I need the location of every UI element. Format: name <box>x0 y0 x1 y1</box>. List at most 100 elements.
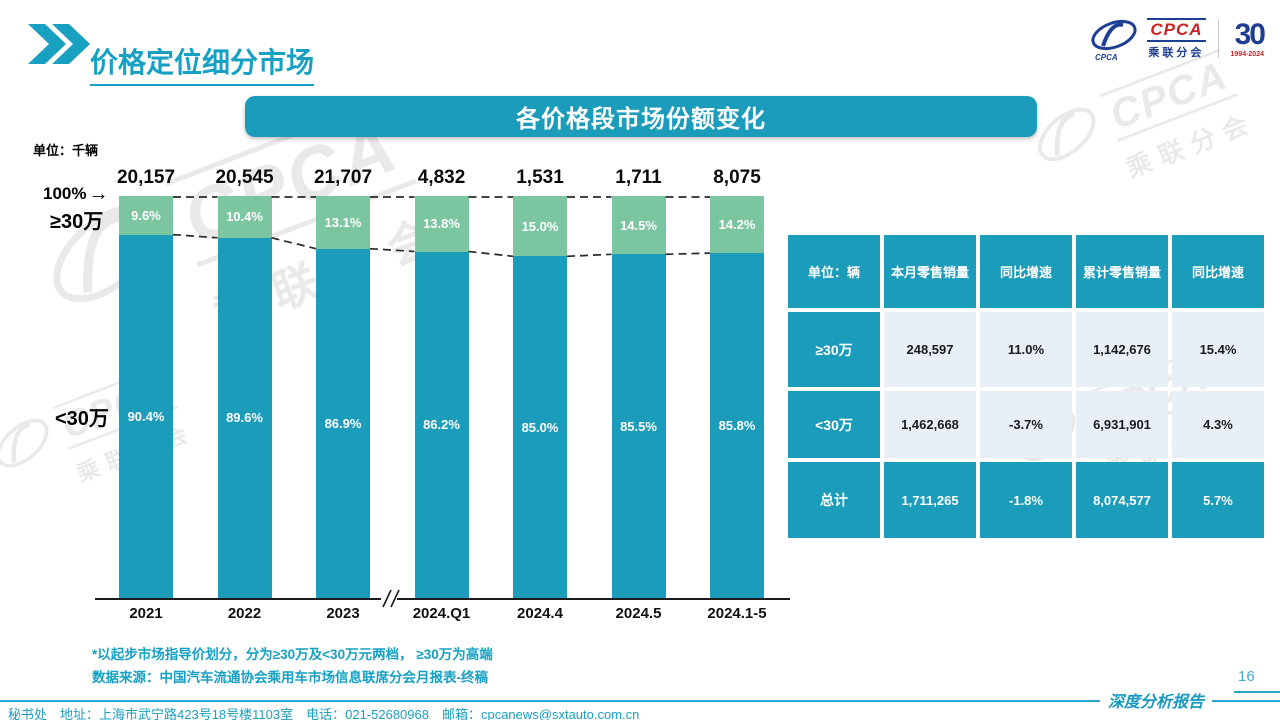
bar-total-label: 1,531 <box>516 167 564 188</box>
segment-ge30: 10.4% <box>217 196 272 238</box>
bar-total-label: 1,711 <box>615 167 662 188</box>
cpca-logo-text: CPCA 乘联分会 <box>1147 18 1206 60</box>
cpca-swoosh-icon: CPCA <box>1091 19 1137 62</box>
logo-divider <box>1217 20 1219 58</box>
segment-lt30: 85.5% <box>611 254 666 598</box>
anniversary-number: 30 <box>1234 18 1266 51</box>
segment-ge30: 13.8% <box>414 196 469 252</box>
table-header-cell: 本月零售销量 <box>884 235 976 308</box>
table-row-label: <30万 <box>788 391 880 458</box>
anniversary-years: 1994-2024 <box>1230 51 1264 58</box>
segment-ge30-percent: 14.2% <box>718 217 756 233</box>
axis-100-label: 100% → <box>43 184 108 204</box>
cpca-logo-cn: 乘联分会 <box>1148 46 1205 59</box>
stacked-bar: 9.6% 90.4% <box>119 196 173 598</box>
segment-ge30: 14.2% <box>710 196 764 254</box>
segment-lt30: 86.2% <box>414 251 469 598</box>
stacked-bar: 14.2% 85.8% <box>710 196 764 598</box>
segment-ge30: 9.6% <box>119 196 173 235</box>
segment-lt30-percent: 85.5% <box>620 418 657 434</box>
table-header-cell: 累计零售销量 <box>1076 235 1168 308</box>
segment-ge30-percent: 10.4% <box>226 209 263 225</box>
x-axis-label: 2024.Q1 <box>412 605 471 622</box>
segment-ge30: 13.1% <box>316 196 370 249</box>
table-header-cell: 同比增速 <box>1172 235 1264 308</box>
page-number: 16 <box>1238 668 1255 685</box>
segment-lt30-percent: 86.9% <box>324 415 362 431</box>
double-chevron-icon <box>28 24 90 64</box>
x-axis-label: 2024.1-5 <box>707 605 767 622</box>
table-cell: 5.7% <box>1172 462 1264 538</box>
table-cell: 4.3% <box>1172 391 1264 458</box>
stacked-bar: 13.1% 86.9% <box>316 196 370 598</box>
right-arrow-icon: → <box>88 183 109 205</box>
segment-ge30-percent: 9.6% <box>131 207 161 223</box>
footer-contact-text: 秘书处 地址：上海市武宁路423号18号楼1103室 电话：021-526809… <box>8 707 640 720</box>
page-number-underline <box>1234 691 1280 693</box>
bar-total-label: 4,832 <box>417 167 466 188</box>
segment-lt30-percent: 86.2% <box>423 417 460 433</box>
bar-total-label: 8,075 <box>713 167 761 188</box>
x-axis-label: 2022 <box>227 605 262 622</box>
segment-lt30-percent: 85.8% <box>718 418 756 434</box>
segment-lt30: 85.0% <box>513 256 567 598</box>
table-cell: 15.4% <box>1172 312 1264 387</box>
table-cell: -1.8% <box>980 462 1072 538</box>
x-axis-label: 2024.4 <box>517 605 563 622</box>
bar-total-label: 20,157 <box>116 167 176 188</box>
data-source-note: 数据来源：中国汽车流通协会乘用车市场信息联席分会月报表-终稿 <box>92 670 488 685</box>
table-cell: 1,142,676 <box>1076 312 1168 387</box>
table-cell: 1,462,668 <box>884 391 976 458</box>
cpca-logo: CPCA CPCA 乘联分会 30 1994-2024 <box>1088 16 1267 62</box>
table-cell: 8,074,577 <box>1076 462 1168 538</box>
segment-ge30: 15.0% <box>513 196 567 257</box>
table-cell: 11.0% <box>980 312 1072 387</box>
retail-sales-table: 单位：辆 本月零售销量 同比增速 累计零售销量 同比增速 ≥30万 248,597 11.0%… <box>788 235 1264 538</box>
stacked-bar: 15.0% 85.0% <box>513 196 567 598</box>
table-cell: 6,931,901 <box>1076 391 1168 458</box>
segment-ge30: 14.5% <box>611 196 666 255</box>
stacked-bar: 14.5% 85.5% <box>611 196 666 598</box>
table-cell: 1,711,265 <box>884 462 976 538</box>
high-band-label: ≥30万 <box>50 211 104 233</box>
table-header-cell: 单位：辆 <box>788 235 880 308</box>
table-row-label: 总计 <box>788 462 880 538</box>
stacked-bar: 10.4% 89.6% <box>217 196 272 598</box>
cpca-logo-latin: CPCA <box>1147 18 1206 42</box>
axis-100-text: 100% <box>43 184 87 203</box>
unit-label: 单位：千辆 <box>33 143 99 158</box>
low-band-label: <30万 <box>55 408 109 430</box>
table-row-label: ≥30万 <box>788 312 880 387</box>
watermark-cn: 乘联分会 <box>1122 107 1260 183</box>
footnote: *以起步市场指导价划分，分为≥30万及<30万元两档， ≥30万为高端 <box>92 647 493 662</box>
watermark-latin: CPCA <box>1099 48 1238 142</box>
x-axis-label: 2023 <box>326 605 360 622</box>
chart-title-banner: 各价格段市场份额变化 <box>245 96 1037 137</box>
segment-lt30: 85.8% <box>710 253 764 598</box>
table-cell: -3.7% <box>980 391 1072 458</box>
table-cell: 248,597 <box>884 312 976 387</box>
segment-lt30: 90.4% <box>119 234 173 598</box>
table-header-cell: 同比增速 <box>980 235 1072 308</box>
segment-lt30: 86.9% <box>316 248 370 598</box>
svg-text:CPCA: CPCA <box>1095 53 1118 62</box>
anniversary-30-mark: 30 1994-2024 <box>1230 18 1267 59</box>
segment-ge30-percent: 14.5% <box>620 217 657 233</box>
cpca-watermark: CPCA 乘联分会 <box>1020 42 1261 215</box>
bar-total-label: 21,707 <box>313 167 373 188</box>
page-title: 价格定位细分市场 <box>90 41 315 86</box>
x-axis-label: 2024.5 <box>615 605 662 622</box>
footer-divider-line <box>0 700 1280 702</box>
segment-lt30-percent: 85.0% <box>521 419 559 435</box>
x-axis-label: 2021 <box>129 605 163 622</box>
segment-lt30-percent: 89.6% <box>226 410 263 426</box>
stacked-bar: 13.8% 86.2% <box>414 196 469 598</box>
bar-total-label: 20,545 <box>215 167 274 188</box>
segment-ge30-percent: 15.0% <box>521 218 559 234</box>
segment-lt30-percent: 90.4% <box>127 408 165 424</box>
segment-lt30: 89.6% <box>217 237 272 598</box>
report-series-label: 深度分析报告 <box>1100 688 1213 712</box>
segment-ge30-percent: 13.1% <box>324 214 362 230</box>
segment-ge30-percent: 13.8% <box>423 216 460 232</box>
